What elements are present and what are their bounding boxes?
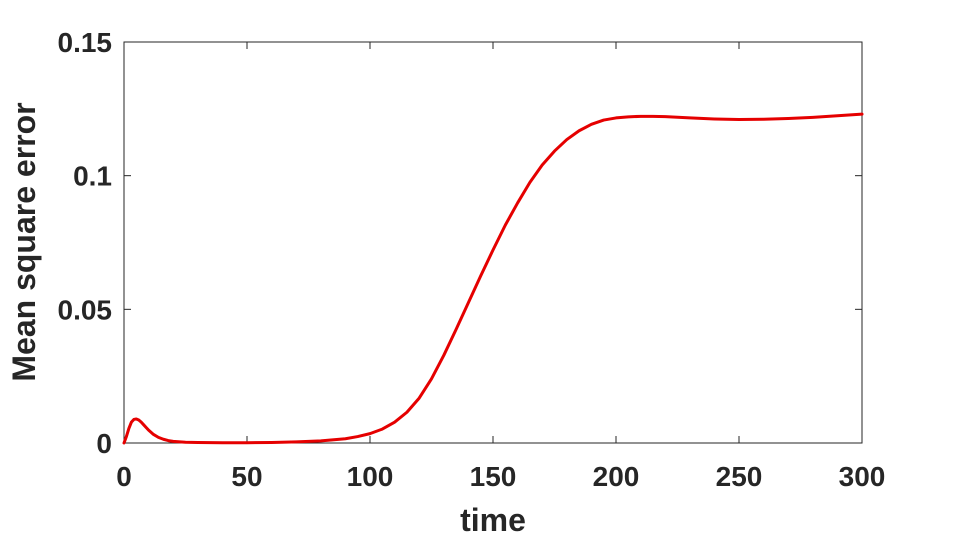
y-tick-label: 0.05 — [58, 294, 113, 325]
x-tick-label: 0 — [116, 461, 132, 492]
x-tick-label: 50 — [231, 461, 262, 492]
y-axis-ticks: 0 0.05 0.1 0.15 — [58, 27, 862, 459]
series-layer — [122, 112, 864, 445]
x-axis-label: time — [460, 502, 526, 538]
x-axis-ticks: 0 50 100 150 200 250 300 — [116, 42, 885, 492]
x-tick-label: 300 — [839, 461, 886, 492]
y-axis-label: Mean square error — [6, 102, 42, 381]
plot-area — [123, 41, 863, 444]
y-tick-label: 0.15 — [58, 27, 113, 58]
x-tick-label: 100 — [347, 461, 394, 492]
y-tick-label: 0 — [96, 428, 112, 459]
series-line — [122, 112, 864, 445]
x-tick-label: 250 — [716, 461, 763, 492]
y-tick-label: 0.1 — [73, 161, 112, 192]
x-tick-label: 200 — [593, 461, 640, 492]
x-tick-label: 150 — [470, 461, 517, 492]
